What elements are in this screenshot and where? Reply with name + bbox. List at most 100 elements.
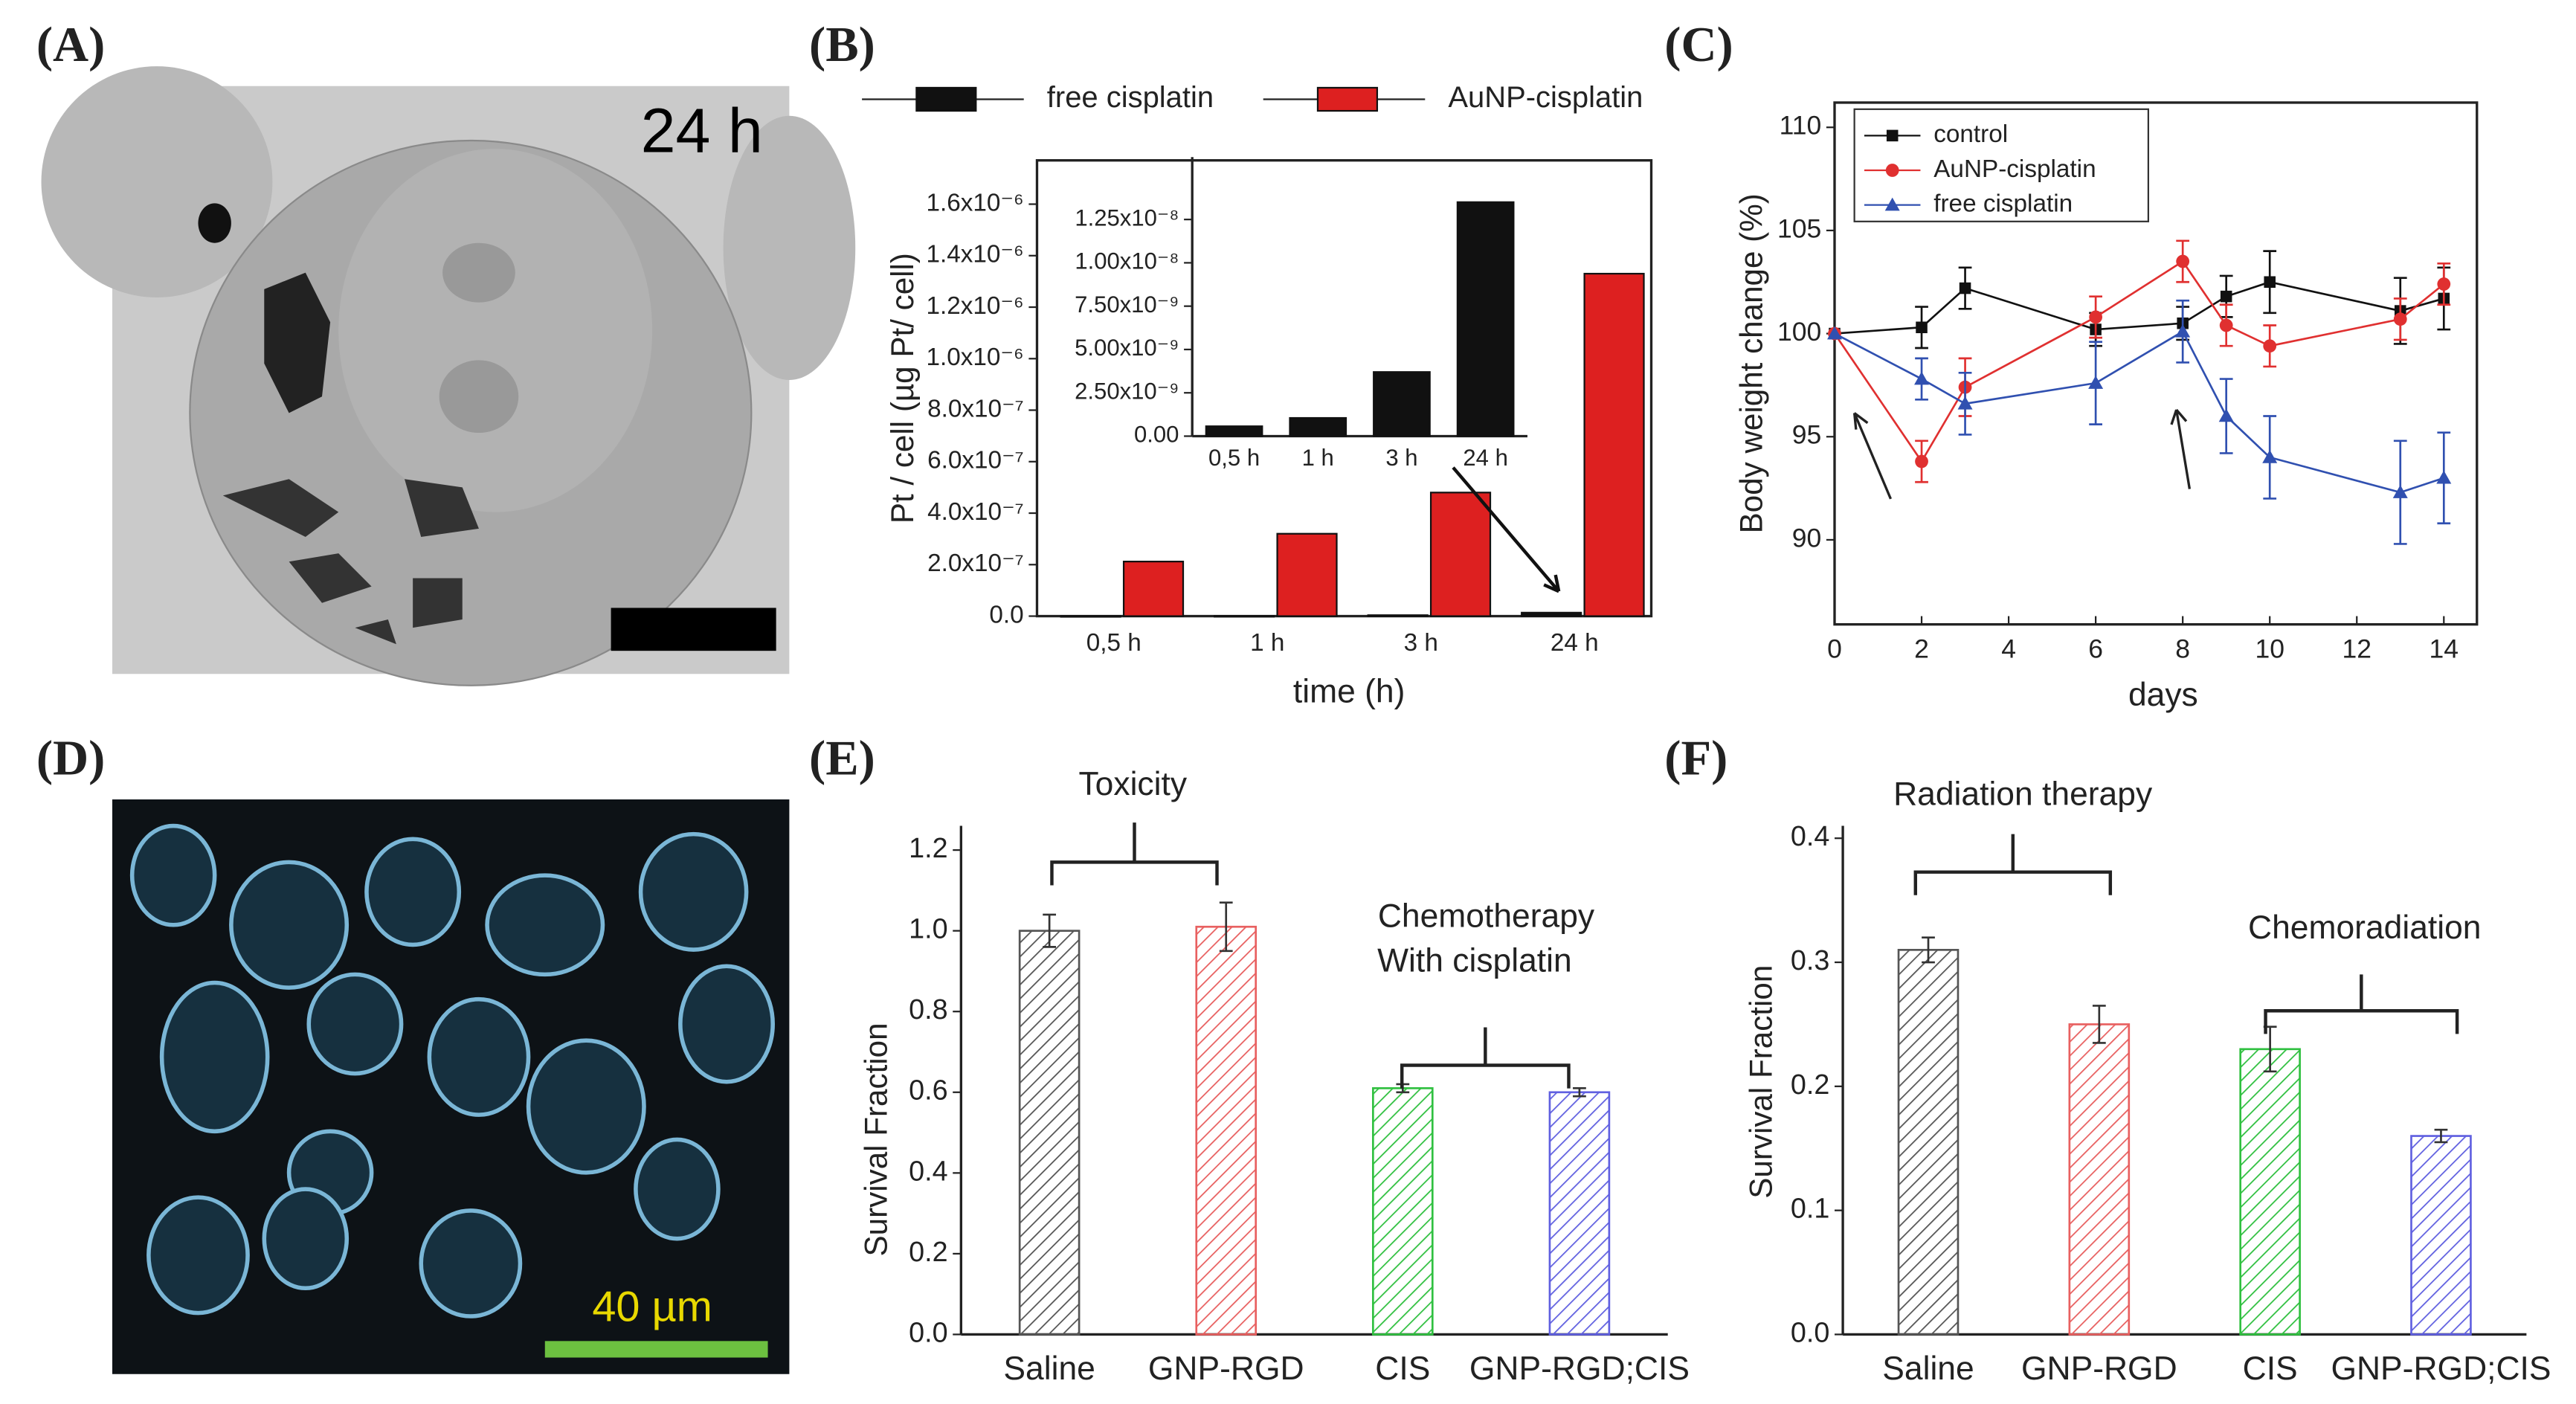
panel-label: (D): [36, 731, 105, 785]
x-tick-label: Saline: [1882, 1350, 1974, 1387]
bar: [1276, 532, 1338, 617]
y-axis-label: Survival Fraction: [858, 1023, 893, 1256]
legend-swatch: [915, 86, 977, 112]
arrow: [1452, 466, 1561, 593]
x-tick-label: GNP-RGD;CIS: [2331, 1350, 2551, 1387]
micrograph-a: 24 h: [41, 66, 856, 686]
marker: [1885, 164, 1899, 177]
error-bar: [2434, 1128, 2448, 1144]
series-line: [1833, 260, 2445, 464]
y-tick-label: 7.50x10⁻⁹: [1075, 292, 1179, 318]
bar: [1018, 930, 1081, 1336]
y-tick-label: 100: [1777, 317, 1821, 347]
arrow: [2170, 408, 2192, 489]
annotation: With cisplatin: [1377, 943, 1572, 979]
marker: [1914, 371, 1930, 385]
y-tick-label: 1.25x10⁻⁸: [1075, 205, 1179, 231]
bar: [2410, 1135, 2472, 1336]
legend-label: control: [1933, 120, 2008, 148]
x-tick-label: 14: [2430, 634, 2459, 664]
marker: [2436, 470, 2452, 484]
marker: [2218, 408, 2234, 422]
y-tick-label: 1.0x10⁻⁶: [926, 344, 1023, 371]
y-tick-label: 4.0x10⁻⁷: [927, 498, 1024, 526]
y-tick-label: 90: [1792, 523, 1822, 553]
bar: [2068, 1023, 2131, 1336]
legend-label: free cisplatin: [1933, 190, 2073, 217]
x-tick-label: GNP-RGD: [2021, 1350, 2177, 1387]
x-tick-label: 24 h: [1463, 445, 1508, 471]
error-bar: [1922, 936, 1935, 964]
y-tick-label: 0.4: [1791, 820, 1829, 851]
y-tick-label: 0.4: [909, 1155, 947, 1186]
legend-label: AuNP-cisplatin: [1933, 155, 2096, 183]
y-tick-label: 0.0: [909, 1316, 947, 1347]
marker: [2263, 339, 2277, 353]
y-tick-label: 0.2: [909, 1236, 947, 1267]
x-tick-label: 0,5 h: [1208, 445, 1260, 471]
legend-label: AuNP-cisplatin: [1448, 81, 1643, 114]
y-axis-label: Pt / cell (µg Pt/ cell): [885, 253, 920, 524]
bracket: [2264, 974, 2459, 1034]
error-bar: [1043, 913, 1057, 948]
x-tick-label: 2: [1914, 634, 1929, 664]
y-tick-label: 0.00: [1134, 422, 1179, 448]
y-tick-label: 105: [1777, 213, 1821, 243]
y-tick-label: 0.3: [1791, 944, 1829, 976]
marker: [1826, 326, 1842, 340]
marker: [2264, 276, 2276, 289]
bar: [1373, 371, 1431, 437]
legend-box: [1853, 108, 2149, 222]
x-tick-label: 24 h: [1551, 629, 1599, 657]
scale-label: 40 µm: [592, 1283, 712, 1330]
legend-swatch: [1316, 86, 1379, 112]
y-tick-label: 1.0: [909, 913, 947, 944]
y-tick-label: 0.1: [1791, 1193, 1829, 1224]
y-tick-label: 1.2: [909, 832, 947, 863]
marker: [2088, 376, 2104, 389]
x-tick-label: GNP-RGD: [1148, 1350, 1304, 1387]
error-bar: [1573, 1087, 1586, 1098]
bar: [1122, 561, 1185, 617]
marker: [2262, 449, 2278, 463]
x-tick-label: 3 h: [1385, 445, 1417, 471]
y-tick-label: 1.00x10⁻⁸: [1075, 248, 1179, 274]
y-tick-label: 1.2x10⁻⁶: [926, 292, 1023, 320]
x-tick-label: GNP-RGD;CIS: [1469, 1350, 1690, 1387]
bar: [1205, 425, 1263, 437]
marker: [1957, 396, 1973, 410]
x-axis-label: days: [2128, 677, 2198, 713]
x-tick-label: CIS: [2243, 1350, 2298, 1387]
arrow: [1852, 412, 1893, 500]
plot-frame: [1035, 159, 1653, 618]
x-tick-label: 6: [2088, 634, 2103, 664]
x-tick-label: 10: [2255, 634, 2284, 664]
y-tick-label: 0.6: [909, 1075, 947, 1106]
bracket: [1913, 834, 2113, 895]
x-tick-label: 4: [2001, 634, 2016, 664]
y-tick-label: 0.0: [1791, 1316, 1829, 1347]
marker: [2220, 290, 2232, 303]
bar: [1521, 611, 1582, 617]
y-tick-label: 95: [1792, 420, 1822, 450]
bracket: [1400, 1027, 1571, 1089]
y-tick-label: 1.4x10⁻⁶: [926, 241, 1023, 268]
y-tick-label: 2.50x10⁻⁹: [1075, 378, 1179, 404]
marker: [1916, 321, 1928, 334]
bar: [1548, 1091, 1611, 1336]
y-tick-label: 0.8: [909, 994, 947, 1025]
bracket: [1050, 822, 1219, 886]
series-line: [1834, 329, 2444, 494]
y-tick-label: 5.00x10⁻⁹: [1075, 335, 1179, 361]
bar: [1897, 949, 1960, 1336]
marker: [2089, 310, 2103, 324]
panel-label: (C): [1664, 18, 1733, 72]
annotation: Chemoradiation: [2248, 909, 2482, 946]
y-tick-label: 1.6x10⁻⁶: [926, 189, 1023, 216]
error-bar: [1219, 901, 1233, 953]
bar: [2239, 1048, 2301, 1336]
bar: [1367, 614, 1429, 617]
annotation: Chemotherapy: [1378, 898, 1595, 935]
